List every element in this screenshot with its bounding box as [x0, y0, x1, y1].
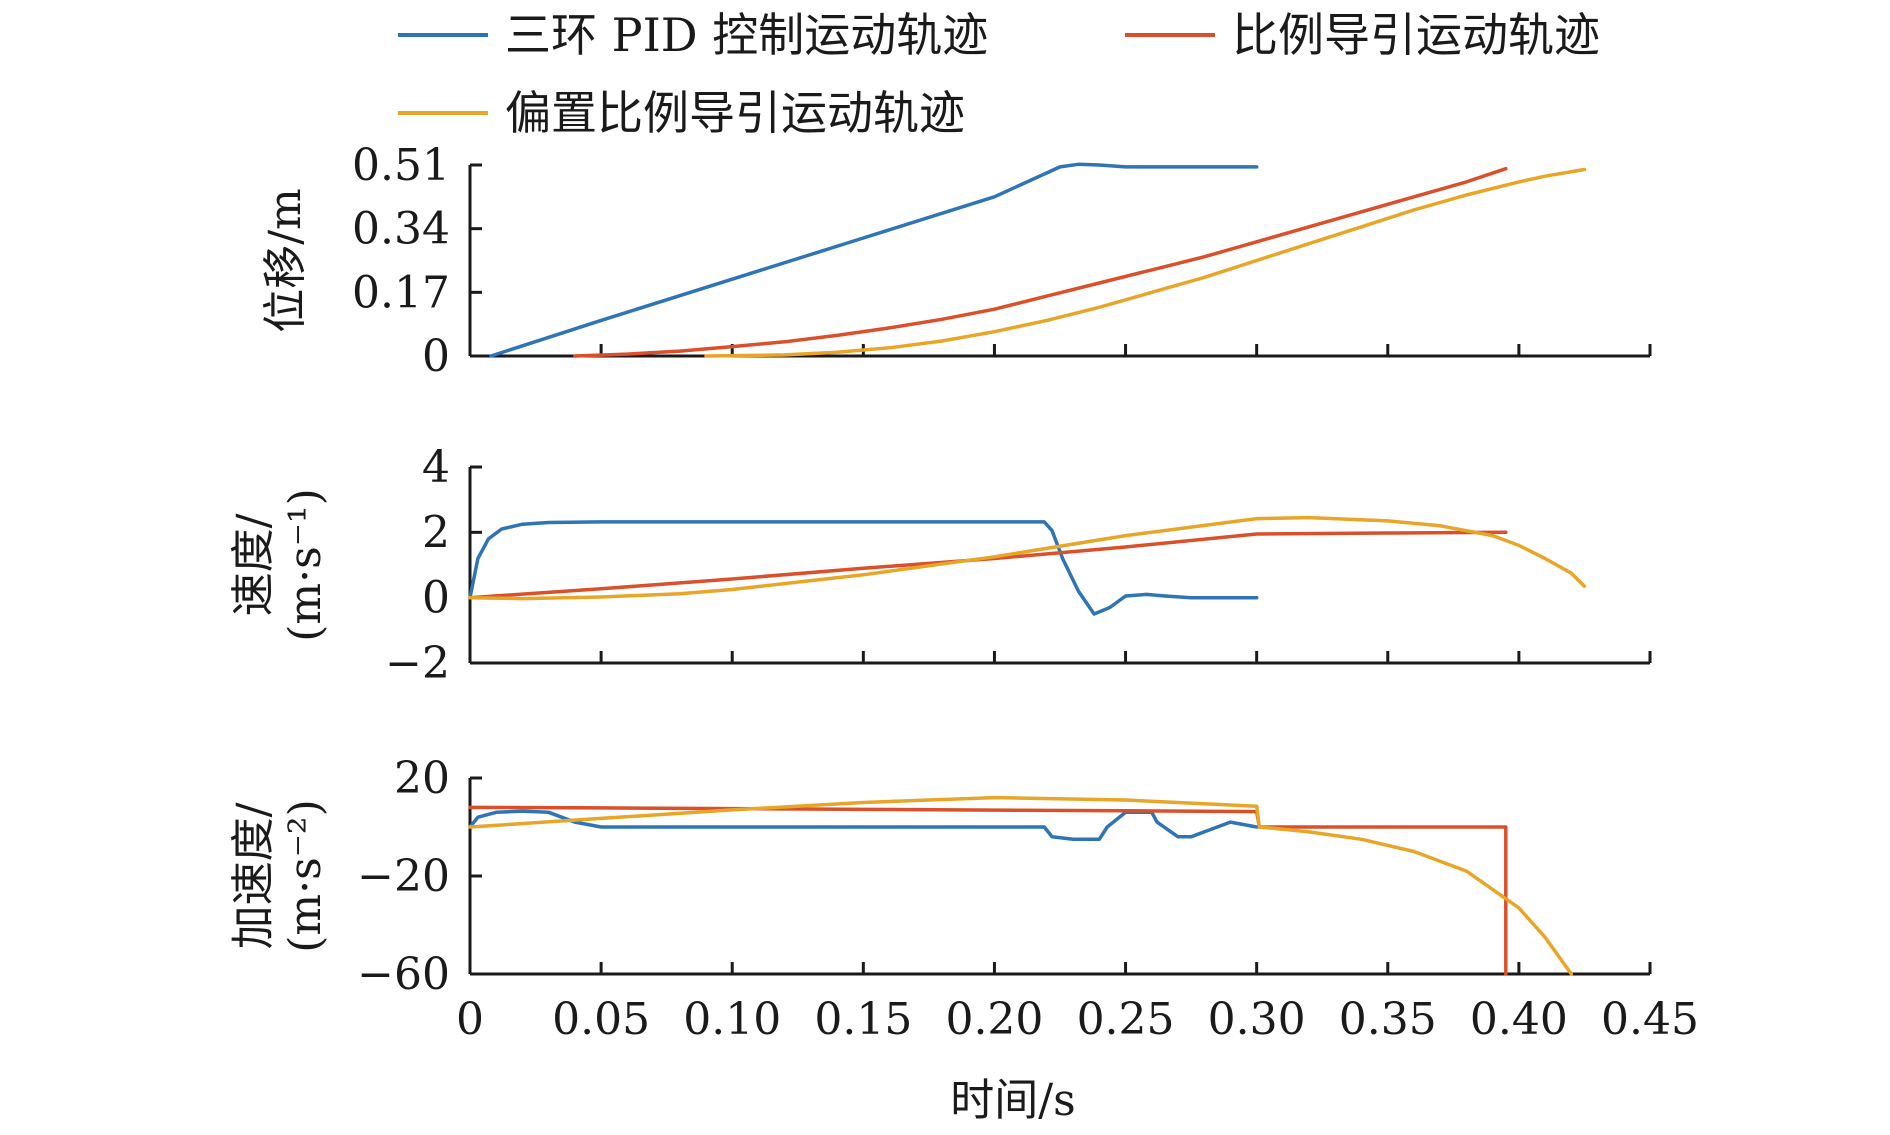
- x-tick-label-5: 0.25: [1077, 994, 1175, 1045]
- series-line-p3-3: [468, 795, 1574, 976]
- x-tick-label-2: 0.10: [683, 994, 781, 1045]
- panel-3: −60 −20 20 加速度/(m·s⁻²): [228, 753, 1652, 1000]
- y-tick-label-p3-0: −60: [357, 949, 450, 1000]
- panel-2: −2 0 2 4 速度/(m·s⁻¹): [228, 442, 1652, 689]
- y-tick-label-p2-2: 2: [422, 507, 450, 558]
- legend-label-2: 比例导引运动轨迹: [1232, 8, 1600, 62]
- x-axis-title: 时间/s: [950, 1075, 1075, 1126]
- y-axis-title-p3-1: 加速度/: [228, 802, 279, 949]
- x-tick-label-7: 0.35: [1339, 994, 1437, 1045]
- legend-label-1: 三环 PID 控制运动轨迹: [505, 8, 988, 62]
- y-tick-label-p2-3: 4: [422, 442, 450, 493]
- plot-panels: 00.170.340.51位移/m−2024速度/(m·s⁻¹)−60−2020…: [228, 140, 1699, 1045]
- y-axis-title-p3-2: (m·s⁻²): [280, 799, 331, 952]
- series-line-p3-1: [468, 809, 1259, 842]
- x-tick-labels: 0 0.05 0.10 0.15 0.20 0.25 0.30 0.35 0.40 0.45: [456, 994, 1699, 1045]
- x-tick-label-9: 0.45: [1601, 994, 1699, 1045]
- x-tick-label-4: 0.20: [945, 994, 1043, 1045]
- y-tick-label-p3-2: 20: [394, 753, 450, 804]
- x-tick-label-3: 0.15: [814, 994, 912, 1045]
- series-line-p1-1: [489, 162, 1259, 358]
- y-tick-label-p1-3: 0.51: [352, 140, 450, 191]
- series-line-p2-3: [468, 515, 1587, 601]
- x-tick-label-0: 0: [456, 994, 484, 1045]
- y-axis-title-p1-1: 位移/m: [260, 188, 311, 333]
- y-tick-label-p3-1: −20: [357, 851, 450, 902]
- y-tick-label-p2-0: −2: [385, 638, 450, 689]
- x-tick-label-1: 0.05: [552, 994, 650, 1045]
- series-line-p3-2: [468, 805, 1508, 976]
- y-tick-label-p1-0: 0: [422, 331, 450, 382]
- series-line-p2-2: [468, 530, 1508, 600]
- series-line-p1-3: [704, 167, 1587, 358]
- series-line-p1-2: [573, 166, 1508, 358]
- x-tick-label-8: 0.40: [1470, 994, 1568, 1045]
- panel-1: 0 0.17 0.34 0.51 位移/m: [260, 140, 1652, 382]
- x-tick-label-6: 0.30: [1208, 994, 1306, 1045]
- y-tick-label-p2-1: 0: [422, 573, 450, 624]
- y-tick-label-p1-1: 0.17: [352, 267, 450, 318]
- y-axis-title-p2-2: (m·s⁻¹): [280, 488, 331, 641]
- y-tick-label-p1-2: 0.34: [352, 204, 450, 255]
- y-axis-title-p2-1: 速度/: [228, 513, 279, 616]
- series-line-p2-1: [468, 520, 1259, 616]
- legend-label-3: 偏置比例导引运动轨迹: [505, 86, 965, 140]
